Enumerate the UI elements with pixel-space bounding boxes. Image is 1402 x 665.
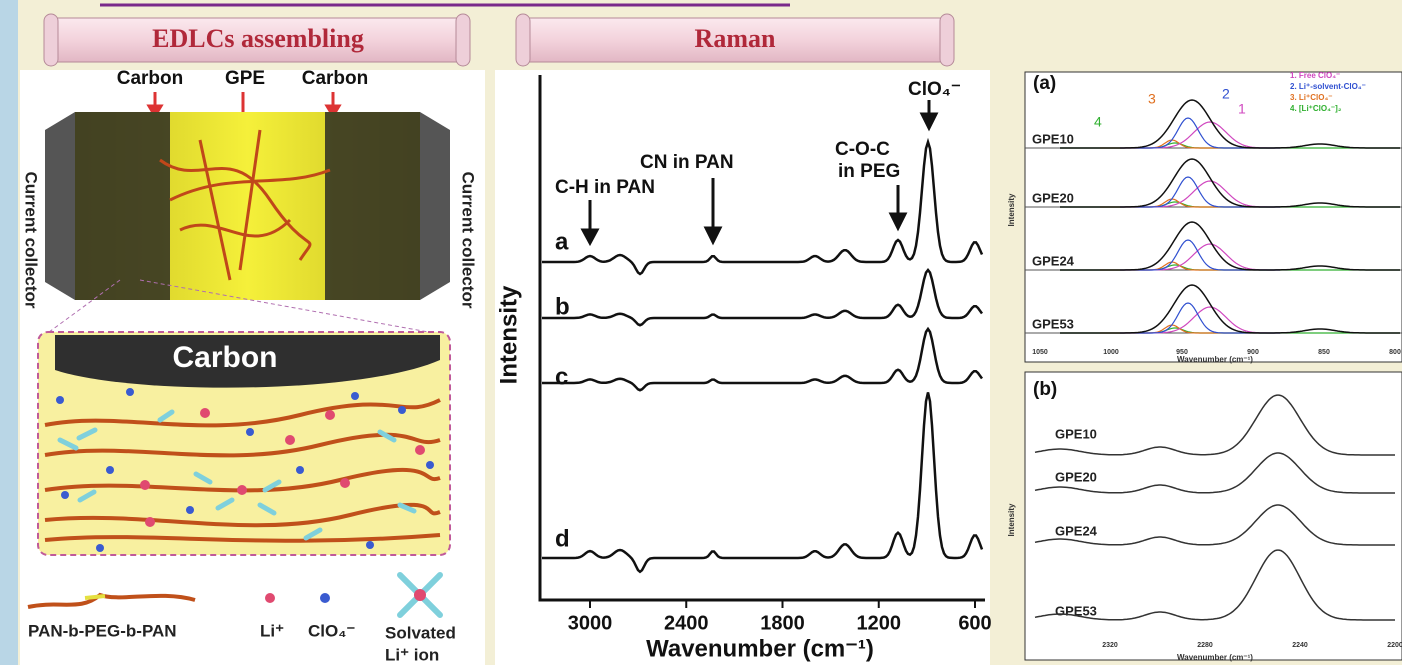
x-tick-label: 950: [1176, 349, 1188, 356]
annotation: C-O-C: [835, 139, 890, 160]
legend-label: 4. [Li⁺ClO₄⁻]₂: [1290, 104, 1342, 113]
peak-number: 1: [1238, 101, 1246, 117]
x-tick-label: 2240: [1292, 642, 1308, 649]
sample-label: GPE10: [1055, 426, 1097, 441]
legend-label: Li⁺ ion: [385, 645, 439, 664]
panel-b: (b) Intensity Wavenumber (cm⁻¹) 2320 2280…: [1007, 372, 1402, 662]
x-tick-label: 800: [1389, 349, 1401, 356]
legend-label: 2. Li⁺-solvent-ClO₄⁻: [1290, 82, 1366, 91]
x-tick-label: 600: [958, 612, 991, 634]
label: Carbon: [173, 341, 278, 374]
panel-a: (a) Intensity Wavenumber (cm⁻¹) 1. Free …: [1007, 71, 1402, 364]
sample-label: GPE20: [1032, 190, 1074, 205]
panel-label: (a): [1033, 73, 1056, 94]
axis-label: Wavenumber (cm⁻¹): [1177, 653, 1253, 662]
axis-label: Intensity: [1007, 193, 1016, 226]
x-tick-label: 1800: [760, 612, 805, 634]
side-strip: [0, 0, 18, 665]
x-tick-label: 2320: [1102, 642, 1118, 649]
legend-label: Solvated: [385, 623, 456, 642]
banner: EDLCs assembling: [44, 14, 470, 66]
curve-label: d: [555, 525, 570, 552]
panel-label: (b): [1033, 379, 1057, 400]
legend-label: PAN-b-PEG-b-PAN: [28, 621, 177, 640]
annotation: CN in PAN: [640, 152, 734, 173]
panel-title: Raman: [695, 24, 776, 53]
panel-title: EDLCs assembling: [152, 24, 364, 53]
legend-label: Li⁺: [260, 621, 284, 640]
figure: EDLCs assembling Raman Carbon GPE Carbon…: [0, 0, 1402, 665]
curve-label: c: [555, 363, 568, 390]
legend-label: 1. Free ClO₄⁻: [1290, 71, 1340, 80]
x-tick-label: 2400: [664, 612, 709, 634]
axis-label: Intensity: [1007, 503, 1016, 536]
peak-number: 3: [1148, 91, 1156, 107]
x-tick-label: 1050: [1032, 349, 1048, 356]
panel-bg: [495, 70, 990, 665]
curve-label: a: [555, 228, 569, 255]
peak-number: 4: [1094, 114, 1102, 130]
annotation: in PEG: [838, 161, 900, 182]
legend-label: 3. Li⁺ClO₄⁻: [1290, 93, 1332, 102]
label: Current collector: [459, 172, 478, 309]
sample-label: GPE53: [1032, 316, 1074, 331]
x-tick-label: 3000: [568, 612, 613, 634]
sample-label: GPE24: [1032, 253, 1075, 268]
x-tick-label: 1200: [857, 612, 902, 634]
legend-label: ClO₄⁻: [308, 621, 355, 640]
annotation: ClO₄⁻: [908, 79, 961, 100]
label: Carbon: [302, 68, 369, 89]
axis-label: Wavenumber (cm⁻¹): [1177, 355, 1253, 364]
axis-label: Intensity: [495, 285, 522, 384]
x-tick-label: 2280: [1197, 642, 1213, 649]
label: Current collector: [22, 172, 41, 309]
sample-label: GPE24: [1055, 523, 1098, 538]
label: Carbon: [117, 68, 184, 89]
sample-label: GPE10: [1032, 131, 1074, 146]
axis-label: Wavenumber (cm⁻¹): [646, 635, 874, 662]
x-tick-label: 850: [1318, 349, 1330, 356]
curve-label: b: [555, 293, 570, 320]
banner: Raman: [516, 14, 954, 66]
peak-number: 2: [1222, 86, 1230, 102]
page: {"panels": { "assembly": {"title": "EDLC…: [0, 0, 1402, 665]
x-tick-label: 1000: [1103, 349, 1119, 356]
label: GPE: [225, 68, 265, 89]
annotation: C-H in PAN: [555, 177, 655, 198]
sample-label: GPE20: [1055, 469, 1097, 484]
x-tick-label: 900: [1247, 349, 1259, 356]
x-tick-label: 2200: [1387, 642, 1402, 649]
